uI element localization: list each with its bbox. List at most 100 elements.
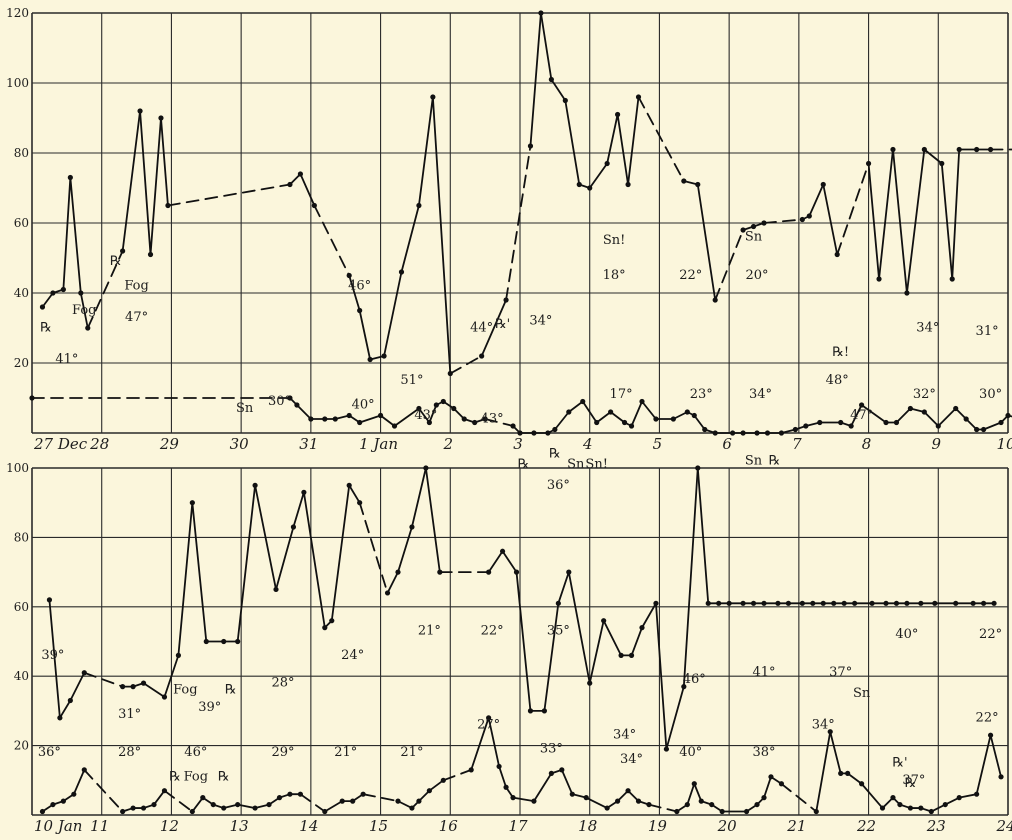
data-point <box>635 798 642 804</box>
data-point <box>761 795 767 801</box>
data-point <box>423 465 429 471</box>
data-point <box>120 808 126 815</box>
data-point <box>869 600 875 606</box>
series-segment <box>627 96 640 186</box>
data-point <box>615 111 621 118</box>
annotation-label: Fog <box>173 683 197 698</box>
data-point <box>332 416 338 422</box>
data-point <box>545 430 551 436</box>
data-point <box>468 767 474 773</box>
data-point <box>158 115 164 121</box>
annotation-label: 43° <box>414 408 437 423</box>
data-point <box>803 423 809 429</box>
y-tick-label: 40 <box>14 669 29 683</box>
data-point <box>548 76 554 83</box>
series-segment <box>975 734 992 796</box>
data-point <box>252 805 258 811</box>
data-point <box>416 405 422 412</box>
data-point <box>691 781 697 787</box>
annotation-label: Sn! <box>603 233 626 248</box>
series-segment <box>906 148 926 294</box>
data-point <box>360 791 366 797</box>
data-point <box>50 290 56 296</box>
series-segment <box>686 782 696 806</box>
data-point <box>974 146 980 153</box>
series-segment <box>867 162 880 280</box>
data-point <box>730 430 736 436</box>
data-point <box>625 788 631 794</box>
x-tick-label: 21 <box>786 817 806 835</box>
data-point <box>29 395 35 401</box>
annotation-label: 34° <box>749 387 772 402</box>
annotation-label: Sn <box>745 454 763 469</box>
annotation-label: 23° <box>690 387 713 402</box>
y-tick-label: 20 <box>14 356 29 370</box>
data-point <box>879 805 886 811</box>
data-point <box>210 801 216 808</box>
series-segment <box>313 204 351 277</box>
data-point <box>594 419 600 426</box>
series-segment <box>69 176 82 294</box>
data-point <box>221 638 227 645</box>
data-point <box>768 774 774 780</box>
series-segment <box>418 407 431 424</box>
annotation-label: 40° <box>352 398 375 413</box>
annotation-label: Fog <box>72 303 96 318</box>
data-point <box>681 684 687 690</box>
data-point <box>806 213 812 219</box>
data-point <box>273 586 279 593</box>
series-segment <box>648 803 678 813</box>
x-tick-label: 2 <box>443 435 454 453</box>
x-tick-label: 28 <box>89 435 109 453</box>
series-segment <box>557 571 570 605</box>
series-segment <box>560 768 574 796</box>
data-point <box>290 524 297 530</box>
data-point <box>813 808 819 815</box>
data-point <box>848 423 854 429</box>
series-segment <box>160 117 169 207</box>
series-segment <box>487 550 504 573</box>
data-point <box>615 798 621 804</box>
data-point <box>322 808 328 815</box>
data-point <box>907 405 914 412</box>
annotation-label: 24° <box>341 648 364 663</box>
series-segment <box>595 411 612 424</box>
series-segment <box>411 467 427 528</box>
data-point <box>601 618 607 624</box>
data-point <box>67 697 73 704</box>
data-point <box>820 600 826 606</box>
annotation-label: 34° <box>529 314 552 329</box>
data-point <box>587 680 593 686</box>
series-segment <box>940 162 954 280</box>
data-point <box>559 767 565 773</box>
data-point <box>391 423 398 429</box>
data-point <box>510 423 516 429</box>
data-point <box>893 600 900 606</box>
data-point <box>890 795 896 801</box>
series-segment <box>567 400 584 413</box>
data-point <box>635 94 642 100</box>
data-point <box>527 708 534 714</box>
data-point <box>569 791 575 797</box>
data-point <box>130 684 136 690</box>
data-point <box>625 181 631 188</box>
annotation-label: Sn <box>567 457 585 472</box>
data-point <box>691 412 697 419</box>
y-tick-label: 40 <box>14 286 29 300</box>
data-point <box>702 426 708 433</box>
data-point <box>740 600 746 606</box>
annotation-label: 30° <box>268 394 291 409</box>
annotation-label: 21° <box>400 745 423 760</box>
data-point <box>161 694 168 700</box>
series-segment <box>498 765 507 789</box>
data-point <box>998 419 1004 426</box>
series-segment <box>550 78 567 102</box>
series-segment <box>512 796 535 803</box>
series-segment <box>48 598 61 719</box>
annotation-label: 37° <box>829 665 852 680</box>
annotation-label: 41° <box>55 352 78 367</box>
series-segment <box>822 183 839 256</box>
data-point <box>963 416 969 422</box>
series-segment <box>808 183 825 217</box>
series-segment <box>923 411 940 427</box>
